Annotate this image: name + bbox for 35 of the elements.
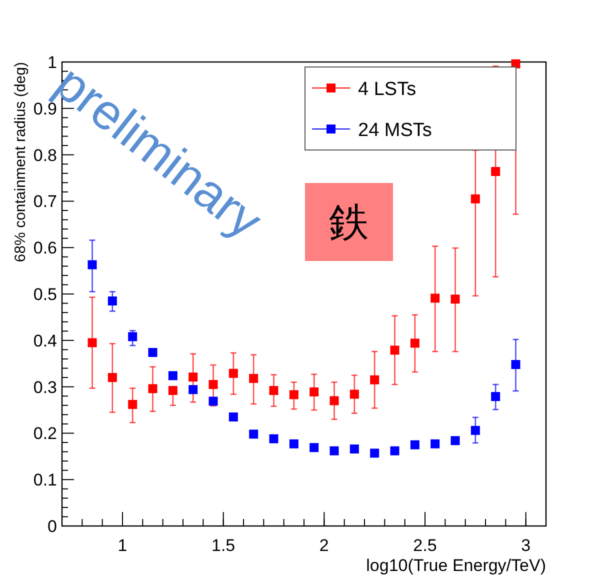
y-tick-label: 0.1	[33, 470, 57, 490]
point	[430, 439, 440, 448]
point	[168, 371, 178, 380]
legend-label: 4 LSTs	[358, 79, 416, 100]
x-axis-title: log10(True Energy/TeV)	[366, 556, 546, 575]
x-tick-label: 1	[118, 536, 128, 555]
point	[168, 386, 178, 396]
point	[330, 446, 339, 456]
y-tick-label: 0.5	[33, 285, 57, 304]
point	[310, 443, 319, 452]
point	[228, 412, 238, 422]
y-tick-label: 0.3	[33, 378, 57, 397]
point	[450, 436, 460, 446]
y-axis-title: 68% containment radius (deg)	[12, 62, 29, 262]
x-tick-label: 2	[319, 536, 329, 555]
point	[249, 430, 258, 439]
y-tick-label: 0.6	[33, 238, 57, 258]
y-tick-label: 1	[48, 53, 57, 72]
point	[269, 434, 278, 444]
y-tick-label: 0.4	[33, 331, 57, 350]
point	[390, 446, 400, 456]
legend-label: 24 MSTs	[358, 120, 432, 141]
y-tick-label: 0	[48, 517, 57, 536]
x-tick-label: 2.5	[413, 536, 437, 555]
point	[148, 348, 158, 357]
point	[410, 440, 420, 450]
x-tick-label: 3	[521, 536, 531, 555]
point	[350, 444, 359, 454]
y-tick-label: 0.2	[33, 424, 57, 444]
annotation: 鉄	[329, 201, 369, 245]
point	[188, 385, 198, 394]
point	[289, 439, 298, 448]
note: 鉄	[305, 183, 393, 261]
point	[370, 448, 380, 458]
x-tick-label: 1.5	[212, 536, 236, 555]
